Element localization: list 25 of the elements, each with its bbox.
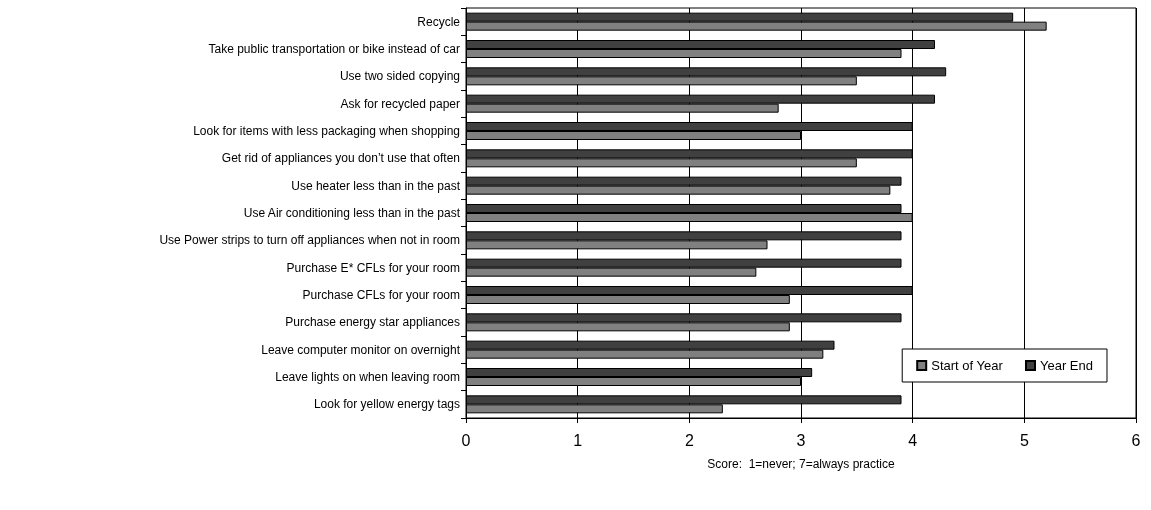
y-tick-label: Get rid of appliances you don’t use that often xyxy=(221,151,460,166)
y-tick-label: Ask for recycled paper xyxy=(340,96,460,111)
y-tick-label: Use two sided copying xyxy=(339,69,460,84)
y-tick-label: Use heater less than in the past xyxy=(291,178,461,193)
x-tick-label: 3 xyxy=(796,431,806,449)
y-tick-label: Look for yellow energy tags xyxy=(313,397,460,412)
x-axis-title: Score: 1=never; 7=always practice xyxy=(707,457,896,471)
y-tick-label: Use Power strips to turn off appliances when not in room xyxy=(159,233,460,248)
legend-label: Year End xyxy=(1039,358,1094,373)
y-tick-label: Take public transportation or bike instead of car xyxy=(208,42,460,56)
x-tick-label: 2 xyxy=(684,431,694,449)
y-tick-label: Recycle xyxy=(417,14,461,29)
y-tick-label: Use Air conditioning less than in the past xyxy=(243,206,461,220)
y-tick-label: Look for items with less packaging when shopping xyxy=(193,124,460,138)
x-tick-label: 0 xyxy=(461,431,471,449)
y-tick-label: Leave computer monitor on overnight xyxy=(261,342,461,357)
y-tick-label: Purchase CFLs for your room xyxy=(302,288,460,302)
y-tick-label: Leave lights on when leaving room xyxy=(275,370,460,384)
x-tick-label: 6 xyxy=(1131,431,1141,449)
x-tick-label: 1 xyxy=(573,431,583,449)
legend-label: Start of Year xyxy=(931,358,1004,373)
x-tick-label: 4 xyxy=(908,431,918,449)
x-tick-label: 5 xyxy=(1019,431,1029,449)
y-tick-label: Purchase E* CFLs for your room xyxy=(286,260,460,275)
y-tick-label: Purchase energy star appliances xyxy=(285,315,460,330)
